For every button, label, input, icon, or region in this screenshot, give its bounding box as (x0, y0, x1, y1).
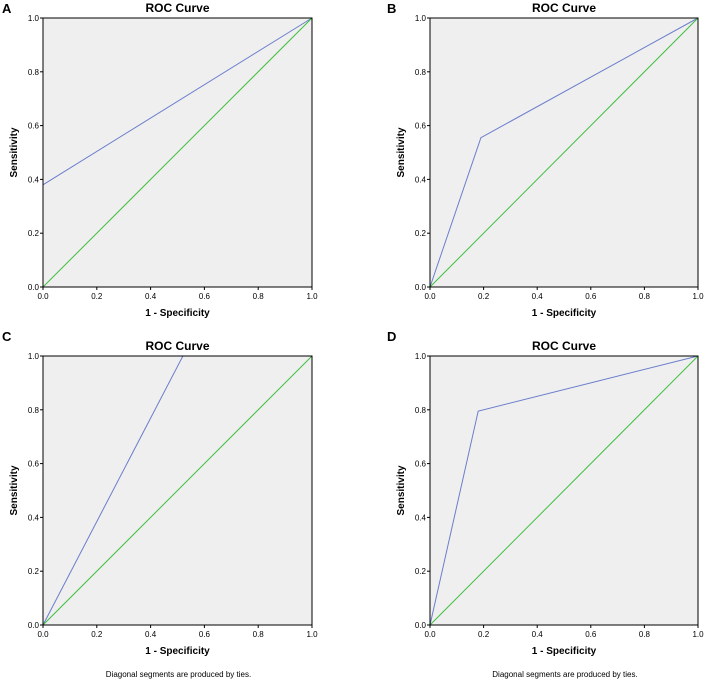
x-tick-label: 0.6 (199, 292, 211, 301)
x-tick-label: 0.8 (253, 630, 265, 639)
y-tick-label: 0.0 (415, 621, 427, 630)
y-tick-label: 1.0 (28, 352, 40, 361)
x-tick-label: 1.0 (306, 292, 318, 301)
x-tick-label: 0.2 (478, 630, 490, 639)
x-axis-label: 1 - Specificity (532, 646, 597, 657)
x-tick-label: 0.4 (145, 630, 157, 639)
y-tick-label: 0.6 (415, 122, 427, 131)
reference-line (42, 17, 313, 288)
y-tick-label: 0.0 (415, 283, 427, 292)
y-tick-label: 0.6 (28, 460, 40, 469)
plot-frame (429, 17, 699, 288)
panel-b: B ROC Curve 0.00.0 0.2 0.2 0.4 0.4 0.6 0.6 0.8 0.8… (387, 1, 704, 319)
panel-letter: A (2, 1, 12, 16)
plot-frame (42, 355, 313, 626)
footnote: Diagonal segments are produced by ties. (492, 670, 637, 679)
x-tick-label: 0.0 (37, 630, 49, 639)
y-tick-label: 0.8 (28, 406, 40, 415)
y-tick-label: 0.4 (28, 513, 40, 522)
panel-letter: C (2, 329, 12, 344)
x-tick-label: 0.6 (199, 630, 211, 639)
y-tick-label: 0.2 (28, 229, 40, 238)
x-tick-label: 0.8 (639, 292, 651, 301)
x-tick-label: 1.0 (692, 292, 704, 301)
x-axis-label: 1 - Specificity (532, 308, 597, 319)
plot-frame (429, 355, 699, 626)
chart-title: ROC Curve (532, 1, 596, 15)
x-tick-label: 0.6 (585, 630, 597, 639)
x-tick-label: 0.2 (91, 292, 103, 301)
panel-a: A ROC Curve 0.00.0 0.2 0.2 0.4 0.4 0.6 0.6 0.8 0.8… (2, 1, 318, 319)
y-tick-label: 0.8 (415, 406, 427, 415)
x-tick-label: 1.0 (692, 630, 704, 639)
roc-curve-line (429, 17, 699, 288)
y-axis-label: Sensitivity (9, 465, 20, 515)
y-tick-label: 1.0 (415, 14, 427, 23)
x-tick-label: 0.8 (253, 292, 265, 301)
y-tick-label: 0.2 (415, 567, 427, 576)
x-axis-label: 1 - Specificity (145, 646, 210, 657)
x-tick-label: 0.4 (145, 292, 157, 301)
x-tick-label: 0.4 (532, 292, 544, 301)
reference-line (42, 355, 313, 626)
chart-title: ROC Curve (145, 339, 209, 353)
x-tick-label: 0.2 (478, 292, 490, 301)
y-tick-label: 0.0 (28, 621, 40, 630)
reference-line (429, 355, 699, 626)
y-tick-label: 0.8 (28, 68, 40, 77)
plot-frame (42, 17, 313, 288)
y-tick-label: 0.4 (28, 175, 40, 184)
y-tick-label: 1.0 (28, 14, 40, 23)
panel-letter: D (387, 329, 396, 344)
y-tick-label: 0.4 (415, 513, 427, 522)
y-axis-label: Sensitivity (9, 127, 20, 177)
x-axis-label: 1 - Specificity (145, 308, 210, 319)
y-tick-label: 0.8 (415, 68, 427, 77)
x-tick-label: 0.6 (585, 292, 597, 301)
chart-title: ROC Curve (532, 339, 596, 353)
x-tick-label: 0.0 (37, 292, 49, 301)
footnote: Diagonal segments are produced by ties. (106, 670, 251, 679)
chart-title: ROC Curve (145, 1, 209, 15)
x-tick-label: 0.0 (424, 292, 436, 301)
roc-curve-line (429, 355, 699, 626)
panel-d: D ROC Curve 0.00.0 0.2 0.2 0.4 0.4 0.6 0.6 0.8 0.8… (387, 329, 704, 679)
panel-c: C ROC Curve 0.00.0 0.2 0.2 0.4 0.4 0.6 0.6 0.8 0.8… (2, 329, 318, 679)
y-tick-label: 1.0 (415, 352, 427, 361)
y-tick-label: 0.0 (28, 283, 40, 292)
y-axis-label: Sensitivity (396, 127, 407, 177)
y-tick-label: 0.6 (28, 122, 40, 131)
reference-line (429, 17, 699, 288)
y-tick-label: 0.2 (415, 229, 427, 238)
x-tick-label: 1.0 (306, 630, 318, 639)
y-tick-label: 0.4 (415, 175, 427, 184)
y-tick-label: 0.6 (415, 460, 427, 469)
x-tick-label: 0.2 (91, 630, 103, 639)
panel-letter: B (387, 1, 396, 16)
y-tick-label: 0.2 (28, 567, 40, 576)
x-tick-label: 0.8 (639, 630, 651, 639)
x-tick-label: 0.0 (424, 630, 436, 639)
y-axis-label: Sensitivity (396, 465, 407, 515)
x-tick-label: 0.4 (532, 630, 544, 639)
